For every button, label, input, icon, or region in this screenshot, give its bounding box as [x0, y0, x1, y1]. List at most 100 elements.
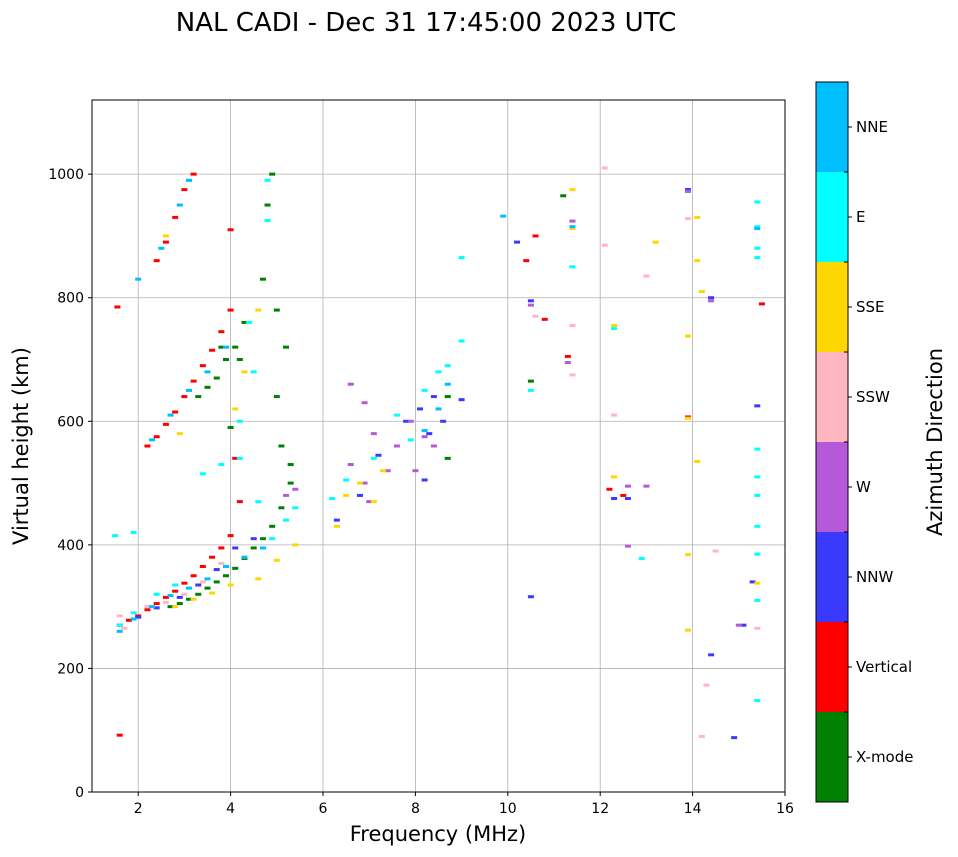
data-point-nne	[421, 429, 428, 433]
data-point-w	[735, 623, 742, 627]
data-point-e	[264, 178, 271, 182]
y-axis-label: Virtual height (km)	[9, 347, 33, 545]
data-point-ssw	[643, 274, 650, 278]
data-point-e	[255, 500, 262, 504]
data-point-nnw	[684, 188, 691, 192]
data-point-e	[527, 388, 534, 392]
data-point-e	[236, 419, 243, 423]
data-point-w	[624, 484, 631, 488]
data-point-vertical	[199, 364, 206, 368]
x-tick-label: 16	[776, 801, 794, 817]
data-point-sse	[255, 577, 262, 581]
data-point-nne	[204, 577, 211, 581]
plot-area	[91, 99, 786, 793]
data-point-x-mode	[273, 308, 280, 312]
data-point-vertical	[218, 330, 225, 334]
data-point-w	[624, 544, 631, 548]
data-point-vertical	[162, 240, 169, 244]
colorbar-title: Azimuth Direction	[923, 348, 947, 536]
x-tick-label: 8	[411, 801, 420, 817]
data-point-nne	[222, 345, 229, 349]
data-point-e	[218, 463, 225, 467]
data-point-e	[130, 531, 137, 534]
colorbar-label: E	[856, 208, 865, 226]
data-point-x-mode	[227, 425, 234, 429]
data-point-nne	[176, 203, 183, 207]
plot-frame	[91, 99, 786, 793]
data-point-vertical	[181, 188, 188, 192]
data-point-vertical	[532, 234, 539, 238]
data-point-x-mode	[204, 385, 211, 389]
data-point-sse	[569, 188, 576, 192]
data-point-sse	[333, 524, 340, 528]
data-point-nnw	[731, 736, 738, 740]
data-point-e	[458, 256, 465, 260]
data-point-nne	[149, 605, 156, 609]
data-point-nnw	[333, 518, 340, 522]
data-point-nne	[754, 227, 761, 231]
data-point-e	[292, 506, 299, 510]
data-point-vertical	[209, 555, 216, 559]
data-point-vertical	[190, 172, 197, 176]
data-point-vertical	[606, 487, 613, 491]
colorbar-frame	[815, 81, 849, 803]
colorbar: X-mode Vertical NNW W SSW SSE E NNE	[815, 81, 913, 803]
data-point-sse	[292, 543, 299, 547]
data-point-vertical	[190, 379, 197, 383]
data-point-vertical	[114, 305, 121, 309]
data-point-ssw	[532, 314, 539, 318]
data-point-vertical	[541, 317, 548, 321]
data-point-ssw	[601, 166, 608, 170]
colorbar-swatch-vertical	[816, 622, 848, 712]
data-point-x-mode	[259, 277, 266, 281]
data-point-nnw	[135, 615, 142, 619]
x-tick-label: 12	[591, 801, 609, 817]
data-point-nnw	[426, 432, 433, 436]
data-point-ssw	[601, 243, 608, 247]
data-point-vertical	[153, 602, 160, 606]
data-point-w	[407, 419, 414, 423]
data-point-x-mode	[269, 172, 276, 176]
data-point-sse	[241, 370, 248, 374]
colorbar-swatch-e	[816, 172, 848, 262]
data-point-sse	[273, 558, 280, 562]
data-point-sse	[694, 259, 701, 263]
colorbar-swatch-nnw	[816, 532, 848, 622]
data-point-w	[643, 484, 650, 488]
data-point-e	[370, 456, 377, 460]
data-point-e	[754, 493, 761, 497]
data-point-vertical	[181, 581, 188, 585]
data-point-x-mode	[213, 376, 220, 380]
data-point-nne	[130, 617, 137, 621]
data-point-vertical	[227, 228, 234, 232]
data-point-w	[384, 469, 391, 473]
x-tick-label: 6	[319, 801, 328, 817]
data-point-nne	[569, 225, 576, 229]
data-point-nnw	[250, 537, 257, 541]
data-point-sse	[227, 583, 234, 587]
colorbar-label: W	[856, 478, 871, 496]
data-point-x-mode	[287, 463, 294, 467]
data-point-e	[246, 320, 253, 324]
colorbar-label: X-mode	[856, 748, 913, 766]
data-point-sse	[684, 334, 691, 338]
data-point-vertical	[564, 354, 571, 358]
data-point-x-mode	[278, 506, 285, 510]
data-point-e	[754, 256, 761, 260]
data-point-x-mode	[444, 395, 451, 399]
data-point-nnw	[440, 419, 447, 423]
colorbar-swatch-x-mode	[816, 712, 848, 802]
data-point-w	[393, 444, 400, 448]
data-point-e	[283, 518, 290, 522]
data-point-w	[347, 463, 354, 467]
data-point-ssw	[611, 413, 618, 417]
data-point-vertical	[190, 574, 197, 578]
data-point-x-mode	[176, 602, 183, 606]
data-point-vertical	[172, 215, 179, 219]
data-point-nnw	[430, 395, 437, 399]
colorbar-label: SSW	[856, 388, 890, 406]
colorbar-swatch-nne	[816, 82, 848, 172]
y-tick-label: 800	[57, 291, 84, 307]
data-point-nnw	[375, 453, 382, 457]
data-point-x-mode	[222, 358, 229, 361]
